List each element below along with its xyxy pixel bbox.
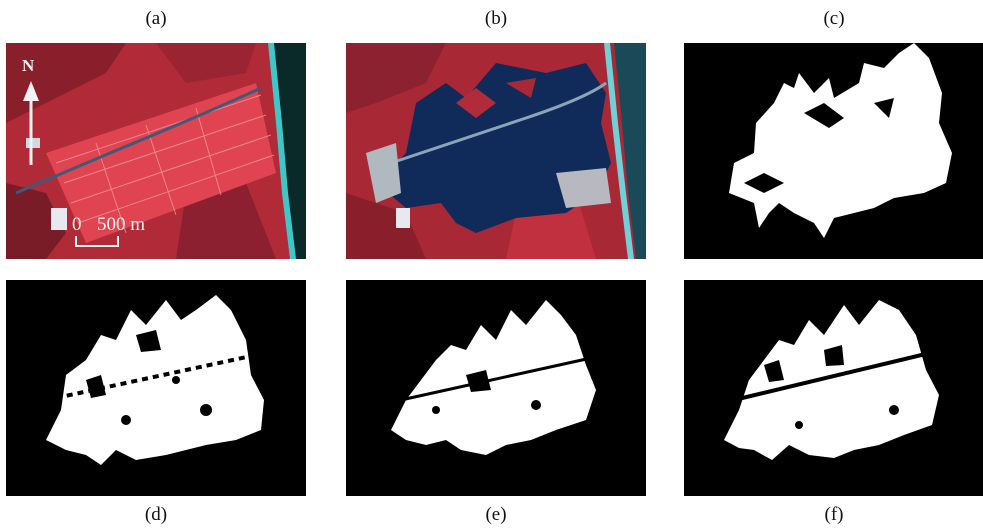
panel-label-b: (b) — [484, 8, 508, 29]
flood-mask-result-d — [6, 280, 306, 496]
scale-bar-zero-label: 0 — [72, 214, 82, 235]
satellite-image-after — [346, 43, 646, 259]
scale-bar — [74, 236, 120, 250]
north-arrow — [18, 55, 44, 167]
flood-mask-reference — [684, 43, 983, 259]
panel-label-e: (e) — [485, 504, 507, 525]
scale-bar-distance-label: 500 m — [97, 214, 146, 235]
panel-label-f: (f) — [824, 504, 844, 525]
flood-mask-result-f — [684, 280, 983, 496]
satellite-image-before — [6, 43, 306, 259]
panel-label-c: (c) — [823, 8, 845, 29]
flood-mask-result-e — [346, 280, 646, 496]
north-arrow-label: N — [22, 56, 35, 75]
panel-label-a: (a) — [145, 8, 167, 29]
panel-label-d: (d) — [144, 504, 168, 525]
